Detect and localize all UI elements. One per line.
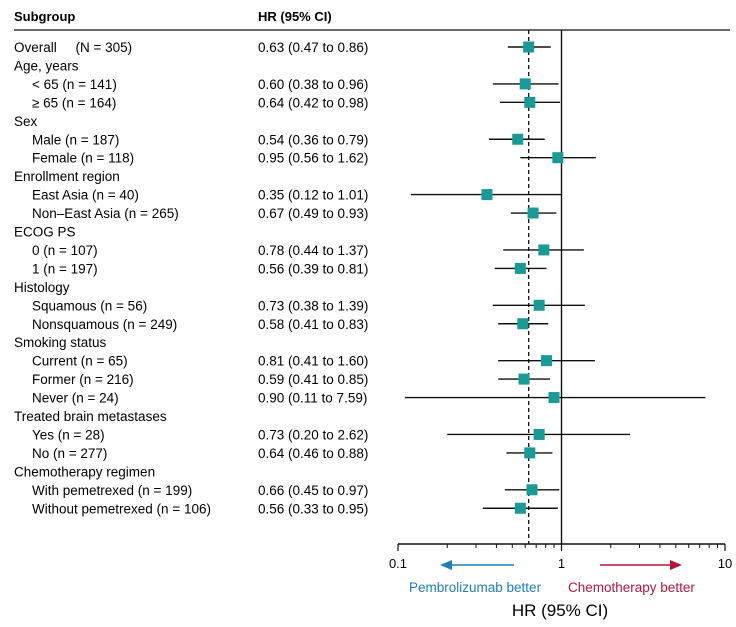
hr-point-marker xyxy=(552,152,564,164)
subgroup-label: Without pemetrexed (n = 106) xyxy=(32,501,211,516)
hr-point-marker xyxy=(541,355,553,367)
subgroup-label: 0 (n = 107) xyxy=(32,243,98,258)
hr-ci-value: 0.73 (0.38 to 1.39) xyxy=(258,298,368,313)
hr-ci-value: 0.35 (0.12 to 1.01) xyxy=(258,188,368,203)
hr-point-marker xyxy=(519,78,531,90)
hr-ci-value: 0.67 (0.49 to 0.93) xyxy=(258,206,368,221)
hr-ci-value: 0.73 (0.20 to 2.62) xyxy=(258,427,368,442)
subgroup-label: With pemetrexed (n = 199) xyxy=(32,483,192,498)
hr-ci-value: 0.66 (0.45 to 0.97) xyxy=(258,483,368,498)
group-heading: ECOG PS xyxy=(14,225,76,240)
hr-ci-value: 0.64 (0.42 to 0.98) xyxy=(258,95,368,110)
hr-point-marker xyxy=(524,96,536,108)
right-arrow-head xyxy=(670,560,682,570)
subgroup-header: Subgroup xyxy=(14,9,75,24)
subgroup-label: 1 (n = 197) xyxy=(32,261,98,276)
hr-point-marker xyxy=(527,207,539,219)
x-tick-label: 0.1 xyxy=(389,556,407,571)
hr-ci-value: 0.78 (0.44 to 1.37) xyxy=(258,243,368,258)
hr-point-marker xyxy=(518,373,530,385)
group-heading: Overall (N = 305) xyxy=(14,40,132,55)
subgroup-label: Non–East Asia (n = 265) xyxy=(32,206,179,221)
group-heading: Treated brain metastases xyxy=(14,409,167,424)
hr-point-marker xyxy=(523,41,535,53)
group-heading: Smoking status xyxy=(14,335,107,350)
hr-ci-value: 0.63 (0.47 to 0.86) xyxy=(258,40,368,55)
x-axis-title: HR (95% CI) xyxy=(512,601,608,620)
subgroup-label: No (n = 277) xyxy=(32,446,107,461)
subgroup-label: Female (n = 118) xyxy=(32,151,134,166)
group-heading: Enrollment region xyxy=(14,169,120,184)
right-annotation: Chemotherapy better xyxy=(568,580,695,595)
hr-ci-value: 0.64 (0.46 to 0.88) xyxy=(258,446,368,461)
rows: Overall (N = 305) 0.63 (0.47 to 0.86) Age,… xyxy=(14,40,368,516)
hr-point-marker xyxy=(514,502,526,514)
subgroup-label: ≥ 65 (n = 164) xyxy=(32,95,116,110)
subgroup-label: Current (n = 65) xyxy=(32,354,128,369)
hr-point-marker xyxy=(538,244,550,256)
group-heading: Histology xyxy=(14,280,70,295)
x-tick-label: 1 xyxy=(558,556,565,571)
left-arrow-head xyxy=(440,560,452,570)
hr-point-marker xyxy=(524,447,536,459)
group-heading: Sex xyxy=(14,114,38,129)
hr-ci-header: HR (95% CI) xyxy=(258,9,332,24)
subgroup-label: Nonsquamous (n = 249) xyxy=(32,317,177,332)
hr-point-marker xyxy=(514,262,526,274)
subgroup-label: Male (n = 187) xyxy=(32,132,119,147)
hr-point-marker xyxy=(512,133,524,145)
hr-ci-value: 0.58 (0.41 to 0.83) xyxy=(258,317,368,332)
hr-ci-value: 0.81 (0.41 to 1.60) xyxy=(258,354,368,369)
hr-ci-value: 0.95 (0.56 to 1.62) xyxy=(258,151,368,166)
subgroup-label: Squamous (n = 56) xyxy=(32,298,147,313)
hr-ci-value: 0.54 (0.36 to 0.79) xyxy=(258,132,368,147)
hr-point-marker xyxy=(533,299,545,311)
group-heading: Age, years xyxy=(14,58,79,73)
hr-ci-value: 0.59 (0.41 to 0.85) xyxy=(258,372,368,387)
hr-ci-value: 0.60 (0.38 to 0.96) xyxy=(258,77,368,92)
plot-area: 0.1 1 10 Pembrolizumab better Chemotherapy b… xyxy=(389,30,732,620)
hr-ci-value: 0.90 (0.11 to 7.59) xyxy=(258,391,367,406)
hr-point-marker xyxy=(517,318,529,330)
group-heading: Chemotherapy regimen xyxy=(14,464,155,479)
hr-point-marker xyxy=(481,189,493,201)
left-annotation: Pembrolizumab better xyxy=(409,580,542,595)
hr-point-marker xyxy=(533,428,545,440)
hr-point-marker xyxy=(526,484,538,496)
x-tick-label: 10 xyxy=(718,556,732,571)
subgroup-label: Never (n = 24) xyxy=(32,391,119,406)
hr-point-marker xyxy=(548,392,560,404)
subgroup-label: < 65 (n = 141) xyxy=(32,77,117,92)
hr-ci-value: 0.56 (0.39 to 0.81) xyxy=(258,261,368,276)
subgroup-label: Yes (n = 28) xyxy=(32,427,105,442)
subgroup-label: Former (n = 216) xyxy=(32,372,134,387)
subgroup-label: East Asia (n = 40) xyxy=(32,188,139,203)
hr-ci-value: 0.56 (0.33 to 0.95) xyxy=(258,501,368,516)
